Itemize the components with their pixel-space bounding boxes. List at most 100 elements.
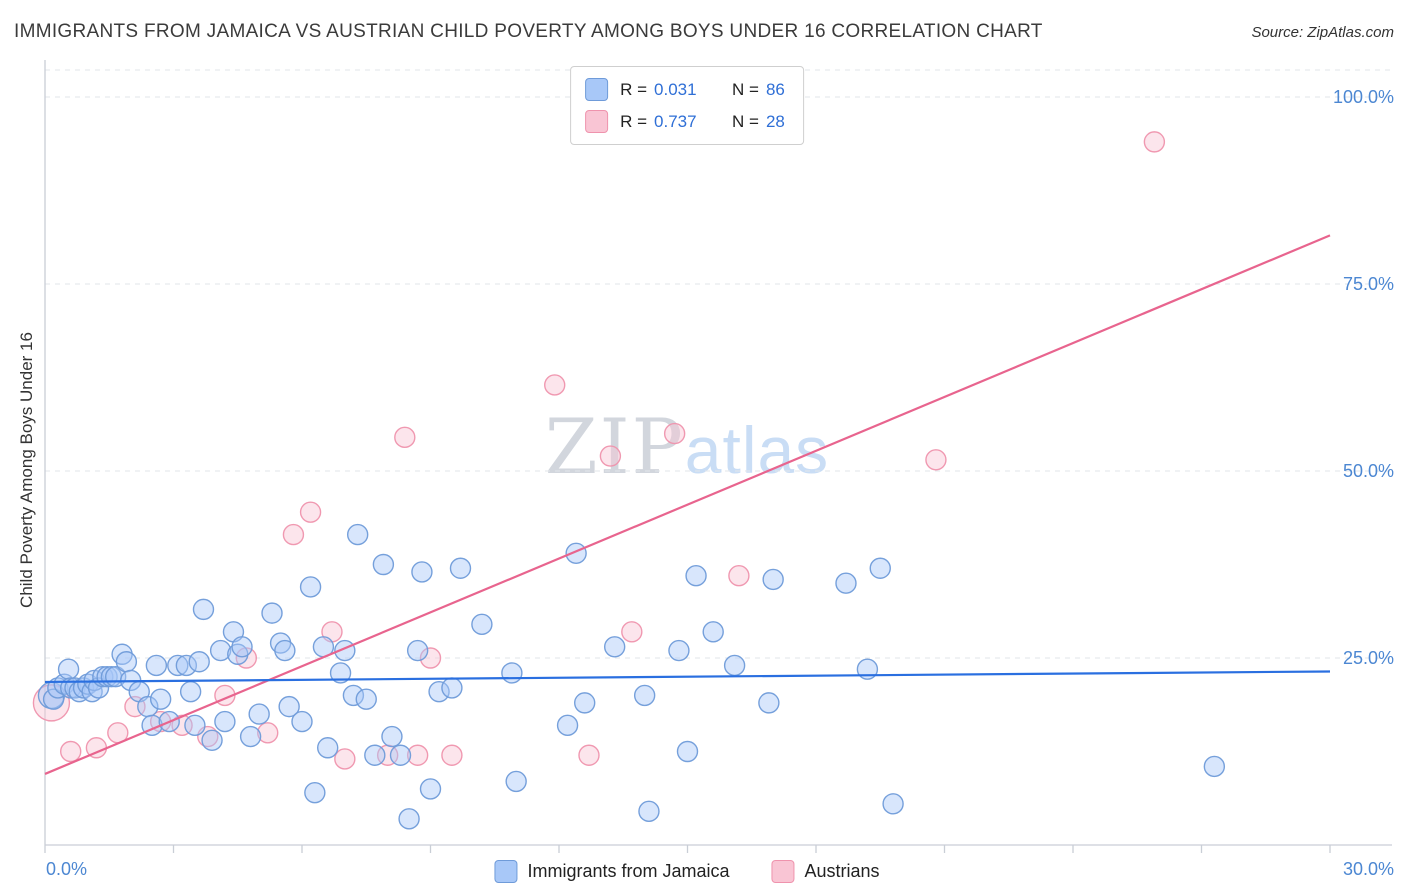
- scatter-point-immigrants-from-jamaica: [149, 688, 172, 710]
- scatter-point-immigrants-from-jamaica: [389, 744, 412, 766]
- scatter-point-immigrants-from-jamaica: [835, 572, 857, 594]
- x-axis-min-label: 0.0%: [46, 859, 88, 879]
- y-tick-label-75: 75.0%: [1343, 274, 1394, 294]
- scatter-point-immigrants-from-jamaica: [758, 692, 780, 714]
- scatter-point-immigrants-from-jamaica: [209, 639, 232, 662]
- chart-title: IMMIGRANTS FROM JAMAICA VS AUSTRIAN CHIL…: [14, 21, 1043, 42]
- scatter-point-austrians: [925, 449, 947, 471]
- scatter-point-austrians: [299, 501, 322, 523]
- scatter-point-austrians: [257, 722, 279, 744]
- scatter-point-immigrants-from-jamaica: [342, 684, 365, 707]
- legend-item-jamaica: Immigrants from Jamaica: [494, 860, 730, 883]
- scatter-point-immigrants-from-jamaica: [179, 680, 202, 703]
- scatter-point-austrians: [728, 565, 750, 587]
- y-tick-label-25: 25.0%: [1343, 648, 1394, 668]
- scatter-point-immigrants-from-jamaica: [702, 621, 724, 643]
- scatter-point-immigrants-from-jamaica: [175, 654, 198, 677]
- scatter-point-immigrants-from-jamaica: [355, 688, 377, 710]
- scatter-point-immigrants-from-jamaica: [214, 710, 236, 733]
- trend-line-immigrants-from-jamaica: [44, 670, 1331, 684]
- scatter-point-immigrants-from-jamaica: [882, 793, 904, 815]
- stats-row-austrians: R = 0.737 N = 28: [585, 110, 785, 133]
- y-tick-label-100: 100.0%: [1333, 87, 1394, 107]
- legend-label-jamaica: Immigrants from Jamaica: [527, 861, 730, 881]
- scatter-point-immigrants-from-jamaica: [603, 636, 626, 658]
- scatter-point-austrians: [599, 445, 622, 467]
- scatter-point-immigrants-from-jamaica: [184, 714, 206, 737]
- scatter-point-austrians: [621, 621, 643, 643]
- n-label: N =: [732, 79, 759, 99]
- scatter-point-immigrants-from-jamaica: [1203, 755, 1226, 778]
- scatter-point-immigrants-from-jamaica: [346, 523, 369, 546]
- jamaica-legend-swatch: [494, 860, 518, 883]
- n-value: 86: [765, 79, 785, 99]
- scatter-point-immigrants-from-jamaica: [505, 770, 527, 793]
- n-label: N =: [732, 111, 759, 131]
- scatter-point-immigrants-from-jamaica: [441, 677, 463, 699]
- scatter-point-immigrants-from-jamaica: [633, 684, 656, 707]
- scatter-point-austrians: [334, 748, 356, 770]
- scatter-point-austrians: [419, 647, 442, 669]
- scatter-point-austrians: [578, 744, 600, 766]
- trend-line-austrians: [44, 234, 1331, 775]
- scatter-point-immigrants-from-jamaica: [364, 744, 386, 766]
- scatter-point-immigrants-from-jamaica: [231, 636, 253, 658]
- x-axis-max-label: 30.0%: [1342, 859, 1394, 879]
- scatter-point-immigrants-from-jamaica: [471, 613, 493, 636]
- scatter-point-immigrants-from-jamaica: [668, 639, 690, 662]
- scatter-point-immigrants-from-jamaica: [406, 639, 429, 662]
- r-value: 0.737: [654, 111, 697, 131]
- scatter-point-immigrants-from-jamaica: [167, 654, 189, 677]
- scatter-point-austrians: [1143, 131, 1166, 153]
- legend-item-austrians: Austrians: [771, 860, 880, 883]
- scatter-point-immigrants-from-jamaica: [274, 639, 296, 662]
- scatter-point-immigrants-from-jamaica: [676, 740, 699, 763]
- scatter-point-immigrants-from-jamaica: [291, 710, 313, 733]
- scatter-point-immigrants-from-jamaica: [372, 553, 395, 576]
- scatter-point-immigrants-from-jamaica: [261, 602, 283, 624]
- series-legend: Immigrants from Jamaica Austrians: [494, 860, 880, 883]
- scatter-point-immigrants-from-jamaica: [762, 568, 784, 591]
- scatter-point-immigrants-from-jamaica: [723, 654, 746, 677]
- scatter-point-immigrants-from-jamaica: [411, 561, 433, 583]
- scatter-point-immigrants-from-jamaica: [201, 729, 223, 751]
- r-label: R =: [620, 111, 648, 131]
- scatter-point-immigrants-from-jamaica: [428, 680, 450, 703]
- watermark: ZIPatlas: [545, 402, 829, 491]
- scatter-point-immigrants-from-jamaica: [869, 557, 891, 579]
- austrians-swatch: [585, 110, 609, 133]
- correlation-stats-box: R = 0.031 N = 86 R = 0.737 N = 28: [570, 66, 804, 145]
- scatter-point-immigrants-from-jamaica: [42, 688, 65, 710]
- legend-label-austrians: Austrians: [804, 861, 880, 881]
- scatter-point-austrians: [544, 374, 566, 396]
- scatter-point-immigrants-from-jamaica: [556, 714, 579, 737]
- scatter-point-austrians: [282, 523, 305, 546]
- scatter-point-immigrants-from-jamaica: [304, 781, 326, 804]
- scatter-point-immigrants-from-jamaica: [685, 565, 707, 587]
- r-value: 0.031: [654, 79, 697, 99]
- scatter-point-immigrants-from-jamaica: [145, 654, 168, 677]
- scatter-point-immigrants-from-jamaica: [115, 651, 138, 673]
- source-attribution: Source: ZipAtlas.com: [1251, 24, 1394, 41]
- scatter-point-immigrants-from-jamaica: [278, 695, 300, 718]
- scatter-point-immigrants-from-jamaica: [317, 737, 339, 759]
- scatter-point-immigrants-from-jamaica: [398, 808, 420, 830]
- scatter-point-immigrants-from-jamaica: [638, 800, 660, 823]
- scatter-point-immigrants-from-jamaica: [501, 662, 523, 684]
- scatter-point-immigrants-from-jamaica: [329, 662, 352, 684]
- scatter-point-austrians: [59, 740, 82, 763]
- austrians-legend-swatch: [771, 860, 795, 883]
- scatter-point-immigrants-from-jamaica: [419, 778, 442, 800]
- scatter-point-austrians: [394, 426, 416, 449]
- n-value: 28: [765, 111, 785, 131]
- scatter-point-austrians: [406, 744, 429, 766]
- scatter-point-austrians: [441, 744, 463, 766]
- scatter-point-immigrants-from-jamaica: [192, 598, 215, 621]
- scatter-point-immigrants-from-jamaica: [449, 557, 472, 579]
- y-tick-label-50: 50.0%: [1343, 461, 1394, 481]
- r-label: R =: [620, 79, 648, 99]
- stats-row-jamaica: R = 0.031 N = 86: [585, 78, 785, 101]
- scatter-point-immigrants-from-jamaica: [299, 576, 322, 598]
- scatter-point-immigrants-from-jamaica: [57, 658, 80, 680]
